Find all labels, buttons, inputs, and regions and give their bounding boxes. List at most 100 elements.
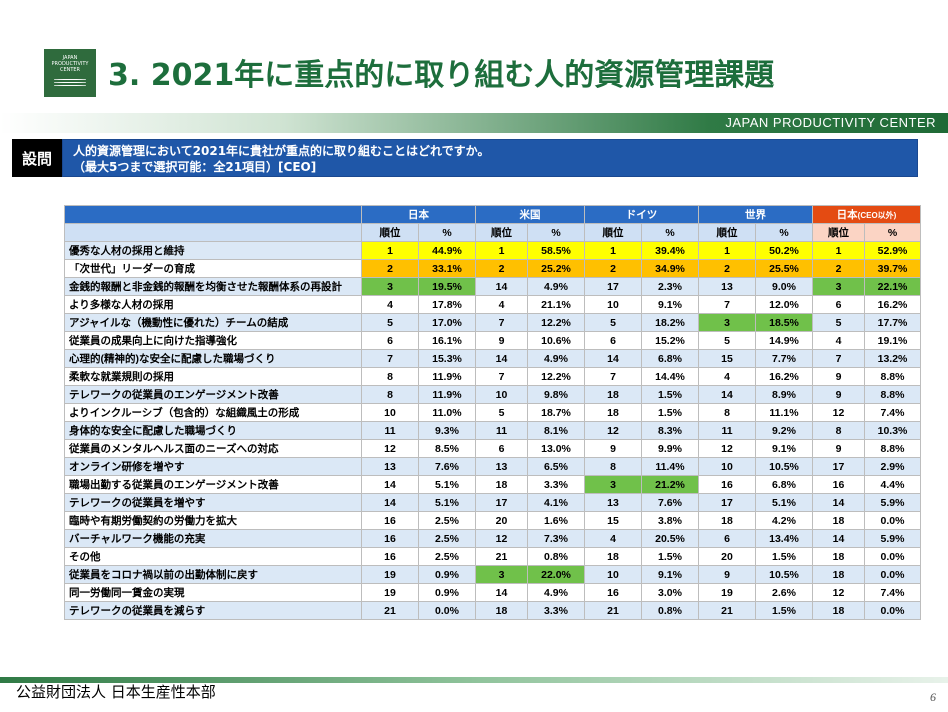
subheader-percent: % xyxy=(527,223,585,242)
percent-cell: 50.2% xyxy=(755,241,813,260)
percent-cell: 0.0% xyxy=(863,547,922,566)
percent-cell: 9.0% xyxy=(755,277,813,296)
row-item-label: 「次世代」リーダーの育成 xyxy=(64,259,362,278)
rank-cell: 14 xyxy=(698,385,756,404)
rank-cell: 6 xyxy=(812,295,865,314)
rank-cell: 7 xyxy=(698,295,756,314)
logo-line3: CENTER xyxy=(59,67,81,73)
rank-cell: 12 xyxy=(812,403,865,422)
percent-cell: 1.5% xyxy=(755,547,813,566)
row-item-label: 同一労働同一賃金の実現 xyxy=(64,583,362,602)
rank-cell: 16 xyxy=(361,511,419,530)
row-item-label: バーチャルワーク機能の充実 xyxy=(64,529,362,548)
percent-cell: 16.1% xyxy=(418,331,476,350)
table-row: 心理的(精神的)な安全に配慮した職場づくり 7 15.3% 14 4.9% 14 6.8% 1… xyxy=(64,349,922,368)
table-row: より多様な人材の採用 4 17.8% 4 21.1% 10 9.1% 7 12.0% 6 16.2% xyxy=(64,295,922,314)
subheader-percent: % xyxy=(863,223,922,242)
percent-cell: 0.8% xyxy=(641,601,699,620)
group-header-japan-non-ceo-text: 日本(CEO以外) xyxy=(836,209,897,221)
percent-cell: 13.0% xyxy=(527,439,585,458)
table-row: 従業員の成果向上に向けた指導強化 6 16.1% 9 10.6% 6 15.2% 5 14.9%… xyxy=(64,331,922,350)
table-row: 優秀な人材の採用と維持 1 44.9% 1 58.5% 1 39.4% 1 50.2% 1 52.9… xyxy=(64,241,922,260)
row-item-label: 柔軟な就業規則の採用 xyxy=(64,367,362,386)
rank-cell: 7 xyxy=(475,313,528,332)
rank-cell: 16 xyxy=(584,583,642,602)
group-header-world: 世界 xyxy=(698,205,813,224)
percent-cell: 5.9% xyxy=(863,529,922,548)
percent-cell: 12.2% xyxy=(527,313,585,332)
group-header-japan-non-ceo: 日本(CEO以外) xyxy=(811,205,922,224)
rank-cell: 3 xyxy=(698,313,756,332)
rank-cell: 12 xyxy=(584,421,642,440)
rank-cell: 21 xyxy=(584,601,642,620)
rank-cell: 13 xyxy=(698,277,756,296)
rank-cell: 6 xyxy=(361,331,419,350)
rank-cell: 16 xyxy=(698,475,756,494)
percent-cell: 4.9% xyxy=(527,583,585,602)
percent-cell: 7.6% xyxy=(641,493,699,512)
rank-cell: 4 xyxy=(812,331,865,350)
row-item-label: テレワークの従業員のエンゲージメント改善 xyxy=(64,385,362,404)
group-header-us: 米国 xyxy=(475,205,585,224)
subheader-percent: % xyxy=(641,223,699,242)
rank-cell: 11 xyxy=(698,421,756,440)
logo-line2: PRODUCTIVITY xyxy=(51,61,89,67)
table-row: テレワークの従業員のエンゲージメント改善 8 11.9% 10 9.8% 18 1.5% 14… xyxy=(64,385,922,404)
rank-cell: 18 xyxy=(584,547,642,566)
rank-cell: 2 xyxy=(475,259,528,278)
jpc-logo: JAPAN PRODUCTIVITY CENTER xyxy=(44,49,96,97)
percent-cell: 8.5% xyxy=(418,439,476,458)
percent-cell: 39.7% xyxy=(863,259,922,278)
rank-cell: 4 xyxy=(584,529,642,548)
rank-cell: 18 xyxy=(584,385,642,404)
percent-cell: 2.5% xyxy=(418,547,476,566)
rank-cell: 13 xyxy=(475,457,528,476)
percent-cell: 12.0% xyxy=(755,295,813,314)
rank-cell: 2 xyxy=(584,259,642,278)
rank-cell: 21 xyxy=(361,601,419,620)
rank-cell: 10 xyxy=(475,385,528,404)
percent-cell: 33.1% xyxy=(418,259,476,278)
subheader-rank: 順位 xyxy=(698,223,756,242)
percent-cell: 44.9% xyxy=(418,241,476,260)
rank-cell: 8 xyxy=(584,457,642,476)
rank-cell: 17 xyxy=(584,277,642,296)
rank-cell: 13 xyxy=(584,493,642,512)
table-row: テレワークの従業員を増やす 14 5.1% 17 4.1% 13 7.6% 17 5.1% 14 5… xyxy=(64,493,922,512)
percent-cell: 0.0% xyxy=(863,601,922,620)
rank-cell: 10 xyxy=(698,457,756,476)
table-row: 従業員のメンタルヘルス面のニーズへの対応 12 8.5% 6 13.0% 9 9.9% 12 9… xyxy=(64,439,922,458)
percent-cell: 3.8% xyxy=(641,511,699,530)
rank-cell: 1 xyxy=(812,241,865,260)
rank-cell: 4 xyxy=(698,367,756,386)
table-row: 臨時や有期労働契約の労働力を拡大 16 2.5% 20 1.6% 15 3.8% 18 4.2%… xyxy=(64,511,922,530)
rank-cell: 14 xyxy=(812,493,865,512)
percent-cell: 11.4% xyxy=(641,457,699,476)
header-item-blank xyxy=(64,205,362,224)
percent-cell: 0.9% xyxy=(418,583,476,602)
table-row: 身体的な安全に配慮した職場づくり 11 9.3% 11 8.1% 12 8.3% 11 9.2%… xyxy=(64,421,922,440)
band-text: JAPAN PRODUCTIVITY CENTER xyxy=(725,115,936,130)
percent-cell: 3.3% xyxy=(527,475,585,494)
rank-cell: 19 xyxy=(361,565,419,584)
results-table: 日本 米国 ドイツ 世界 日本(CEO以外) 順位% 順位% 順位% 順位% 順位% 優… xyxy=(64,205,922,620)
percent-cell: 5.9% xyxy=(863,493,922,512)
rank-cell: 12 xyxy=(812,583,865,602)
rank-cell: 5 xyxy=(698,331,756,350)
question-line2: （最大5つまで選択可能：全21項目）[CEO] xyxy=(73,160,317,174)
table-row: 柔軟な就業規則の採用 8 11.9% 7 12.2% 7 14.4% 4 16.2% 9 8.8% xyxy=(64,367,922,386)
table-row: 「次世代」リーダーの育成 2 33.1% 2 25.2% 2 34.9% 2 25.5% 2 39.… xyxy=(64,259,922,278)
percent-cell: 0.0% xyxy=(863,511,922,530)
percent-cell: 11.1% xyxy=(755,403,813,422)
rank-cell: 1 xyxy=(698,241,756,260)
rank-cell: 10 xyxy=(584,295,642,314)
rank-cell: 2 xyxy=(361,259,419,278)
percent-cell: 5.1% xyxy=(755,493,813,512)
percent-cell: 3.0% xyxy=(641,583,699,602)
rank-cell: 8 xyxy=(812,421,865,440)
rank-cell: 6 xyxy=(698,529,756,548)
rank-cell: 17 xyxy=(698,493,756,512)
table-row: 従業員をコロナ禍以前の出勤体制に戻す 19 0.9% 3 22.0% 10 9.1% 9 10.… xyxy=(64,565,922,584)
rank-cell: 18 xyxy=(475,601,528,620)
rank-cell: 7 xyxy=(812,349,865,368)
